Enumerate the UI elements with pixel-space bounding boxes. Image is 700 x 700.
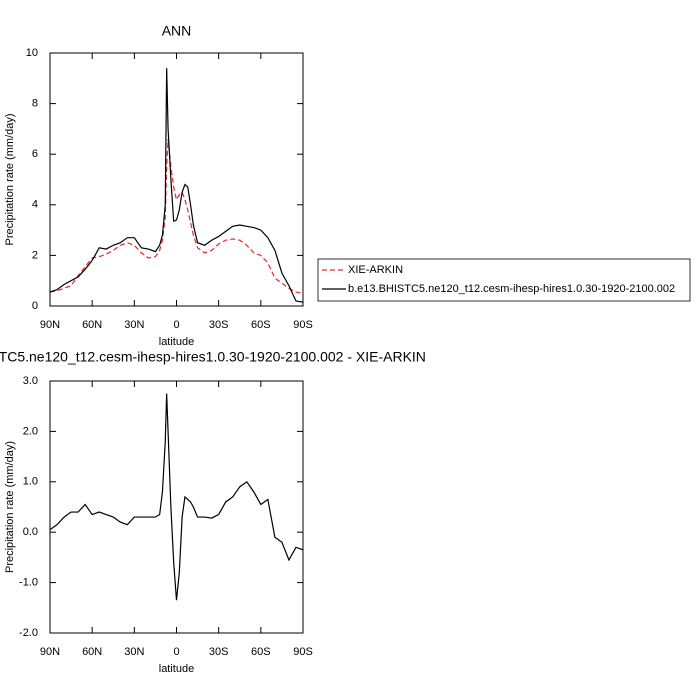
y-tick-label: 0 (32, 300, 38, 312)
y-tick-label: 8 (32, 98, 38, 110)
x-tick-label: 90S (293, 646, 313, 658)
x-axis-label: latitude (159, 663, 194, 675)
y-tick-label: 2 (32, 249, 38, 261)
x-tick-label: 60N (82, 646, 102, 658)
y-axis-label: Precipitation rate (mm/day) (4, 113, 16, 245)
x-tick-label: 0 (173, 319, 179, 331)
y-tick-label: 0.0 (23, 526, 38, 538)
y-tick-label: -1.0 (19, 577, 38, 589)
x-tick-label: 0 (173, 646, 179, 658)
y-tick-label: 10 (26, 47, 38, 59)
x-tick-label: 30N (124, 319, 144, 331)
x-tick-label: 60N (82, 319, 102, 331)
legend-label: XIE-ARKIN (348, 264, 403, 276)
x-tick-label: 90N (40, 319, 60, 331)
data-line (49, 393, 304, 601)
y-tick-label: 6 (32, 148, 38, 160)
x-tick-label: 60S (251, 319, 271, 331)
x-tick-label: 30S (209, 319, 229, 331)
y-tick-label: 2.0 (23, 425, 38, 437)
data-line (49, 138, 304, 294)
y-tick-label: 1.0 (23, 476, 38, 488)
x-axis-label: latitude (159, 336, 194, 348)
y-tick-label: 4 (32, 199, 38, 211)
chart-title: b.e13.BHISTC5.ne120_t12.cesm-ihesp-hires… (0, 349, 426, 365)
x-tick-label: 30N (124, 646, 144, 658)
x-tick-label: 60S (251, 646, 271, 658)
legend-box (317, 258, 691, 302)
x-tick-label: 90N (40, 646, 60, 658)
x-tick-label: 90S (293, 319, 313, 331)
x-tick-label: 30S (209, 646, 229, 658)
y-tick-label: -2.0 (19, 627, 38, 639)
plot-frame (49, 52, 304, 307)
data-line (49, 68, 304, 303)
legend-label: b.e13.BHISTC5.ne120_t12.cesm-ihesp-hires… (348, 283, 675, 295)
y-axis-label: Precipitation rate (mm/day) (4, 441, 16, 573)
chart-title: ANN (162, 23, 192, 39)
y-tick-label: 3.0 (23, 375, 38, 387)
